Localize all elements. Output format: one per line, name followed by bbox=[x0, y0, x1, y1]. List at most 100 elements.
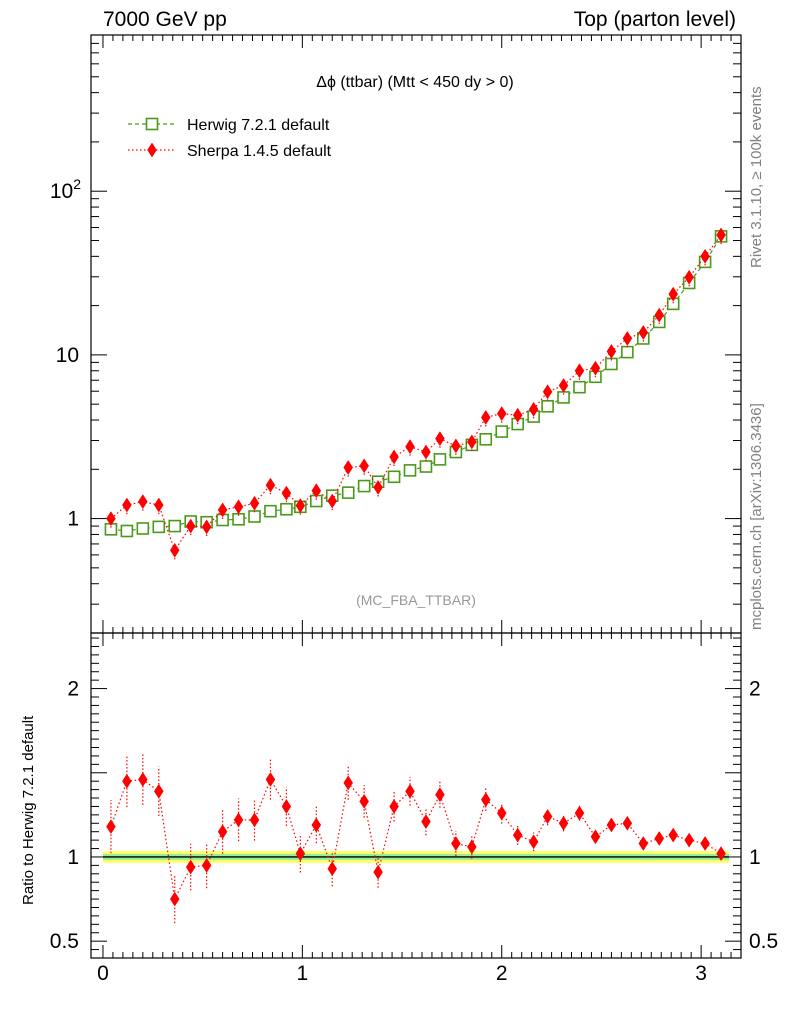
ratio-sherpa-marker bbox=[574, 805, 585, 821]
herwig-marker bbox=[387, 470, 401, 484]
ratio-sherpa-marker bbox=[451, 836, 461, 851]
sherpa-series bbox=[106, 226, 726, 560]
herwig-marker bbox=[120, 524, 134, 538]
sherpa-marker bbox=[606, 343, 617, 359]
herwig-series bbox=[104, 230, 728, 538]
ratio-sherpa-marker bbox=[281, 798, 292, 814]
ratio-sherpa-marker bbox=[528, 834, 539, 850]
ratio-xtick-label: 2 bbox=[496, 962, 508, 985]
legend-sherpa-marker bbox=[147, 142, 157, 158]
sherpa-marker bbox=[700, 248, 710, 264]
sherpa-marker bbox=[480, 409, 491, 425]
herwig-marker bbox=[621, 345, 634, 359]
ratio-sherpa-marker bbox=[311, 817, 322, 833]
herwig-marker bbox=[479, 433, 493, 446]
ratio-sherpa-marker bbox=[106, 819, 116, 835]
ratio-sherpa-marker bbox=[716, 846, 726, 862]
ratio-sherpa-marker bbox=[480, 792, 491, 808]
sherpa-marker bbox=[343, 460, 354, 476]
sherpa-marker bbox=[201, 519, 212, 535]
ratio-sherpa-marker bbox=[558, 815, 569, 831]
ratio-ytick-label-left: 0.5 bbox=[50, 930, 79, 953]
herwig-marker bbox=[357, 479, 371, 493]
ratio-sherpa-marker bbox=[169, 891, 180, 907]
ratio-sherpa-marker bbox=[249, 812, 260, 828]
herwig-marker bbox=[145, 117, 159, 131]
ratio-sherpa-line bbox=[110, 778, 722, 902]
sherpa-marker bbox=[249, 495, 260, 511]
sherpa-marker bbox=[122, 497, 132, 513]
sherpa-marker bbox=[327, 493, 338, 509]
ratio-sherpa-marker bbox=[700, 836, 710, 851]
herwig-marker bbox=[248, 510, 261, 523]
herwig-marker bbox=[495, 425, 509, 438]
sherpa-marker bbox=[106, 511, 116, 527]
sherpa-marker bbox=[716, 227, 726, 243]
sherpa-marker bbox=[668, 286, 679, 302]
herwig-marker bbox=[433, 453, 447, 466]
herwig-marker bbox=[168, 519, 182, 533]
ratio-sherpa-marker bbox=[389, 798, 399, 814]
sherpa-marker bbox=[558, 378, 569, 393]
sherpa-marker bbox=[138, 494, 148, 510]
ratio-sherpa-marker bbox=[265, 772, 276, 787]
ratio-sherpa-marker bbox=[421, 814, 431, 830]
herwig-marker bbox=[152, 520, 166, 534]
ratio-sherpa-marker bbox=[590, 829, 601, 845]
ratio-panel: 0.5 0.5 1 1 2 2 0 1 2 3 bbox=[50, 632, 778, 985]
ratio-sherpa-marker bbox=[668, 827, 679, 843]
legend-sherpa-label: Sherpa 1.4.5 default bbox=[187, 143, 332, 160]
ratio-sherpa-marker bbox=[467, 839, 477, 855]
legend-herwig-label: Herwig 7.2.1 default bbox=[187, 117, 330, 134]
ratio-sherpa-marker bbox=[233, 812, 244, 828]
herwig-marker bbox=[264, 504, 277, 518]
sherpa-marker bbox=[622, 331, 633, 346]
ratio-plot-frame bbox=[90, 632, 742, 959]
herwig-marker bbox=[280, 502, 293, 516]
ratio-ytick-label-left: 2 bbox=[67, 678, 79, 701]
ratio-ytick-label-right: 0.5 bbox=[749, 930, 778, 953]
ratio-sherpa-marker bbox=[295, 846, 306, 862]
sherpa-marker bbox=[389, 449, 399, 465]
ratio-xtick-label: 3 bbox=[695, 962, 707, 985]
ratio-sherpa-marker bbox=[373, 864, 383, 880]
ratio-ytick-label-right: 2 bbox=[749, 678, 761, 701]
main-panel: 1 10 102 Δϕ (ttbar) (Mtt < 450 dy > 0) (MC_F… bbox=[50, 34, 742, 634]
ratio-sherpa-marker bbox=[359, 793, 369, 809]
header-left: 7000 GeV pp bbox=[103, 8, 227, 31]
sherpa-marker bbox=[542, 384, 553, 400]
main-plot-title: Δϕ (ttbar) (Mtt < 450 dy > 0) bbox=[316, 74, 514, 91]
sherpa-line bbox=[110, 234, 722, 552]
legend: Herwig 7.2.1 default Sherpa 1.4.5 default bbox=[128, 117, 332, 160]
sherpa-marker bbox=[217, 502, 228, 518]
ratio-sherpa-marker bbox=[201, 857, 212, 873]
sherpa-marker bbox=[654, 307, 665, 323]
sherpa-marker bbox=[295, 498, 306, 514]
sherpa-marker bbox=[281, 485, 292, 501]
sherpa-marker bbox=[684, 269, 694, 285]
sherpa-marker bbox=[373, 479, 383, 495]
sherpa-marker bbox=[451, 438, 461, 454]
ratio-sherpa-marker bbox=[496, 805, 507, 821]
herwig-line bbox=[110, 236, 722, 532]
sherpa-marker bbox=[528, 401, 539, 417]
ratio-sherpa-marker bbox=[654, 830, 665, 846]
sherpa-marker bbox=[512, 407, 523, 423]
analysis-annotation: (MC_FBA_TTBAR) bbox=[356, 592, 476, 608]
ratio-sherpa-marker bbox=[512, 827, 523, 843]
ratio-ytick-label-right: 1 bbox=[749, 846, 761, 869]
sherpa-marker bbox=[574, 363, 585, 379]
sherpa-marker bbox=[359, 458, 369, 474]
ratio-sherpa-marker bbox=[327, 861, 338, 877]
ratio-sherpa-series bbox=[106, 754, 726, 924]
sherpa-marker bbox=[233, 499, 244, 515]
ratio-xtick-label: 1 bbox=[297, 962, 309, 985]
herwig-marker bbox=[573, 380, 586, 394]
sherpa-marker bbox=[435, 431, 445, 447]
herwig-marker bbox=[541, 400, 554, 413]
herwig-marker bbox=[341, 486, 355, 499]
sherpa-marker bbox=[311, 483, 322, 499]
herwig-marker bbox=[419, 460, 433, 473]
ratio-sherpa-marker bbox=[606, 817, 617, 833]
ratio-sherpa-marker bbox=[185, 859, 196, 875]
